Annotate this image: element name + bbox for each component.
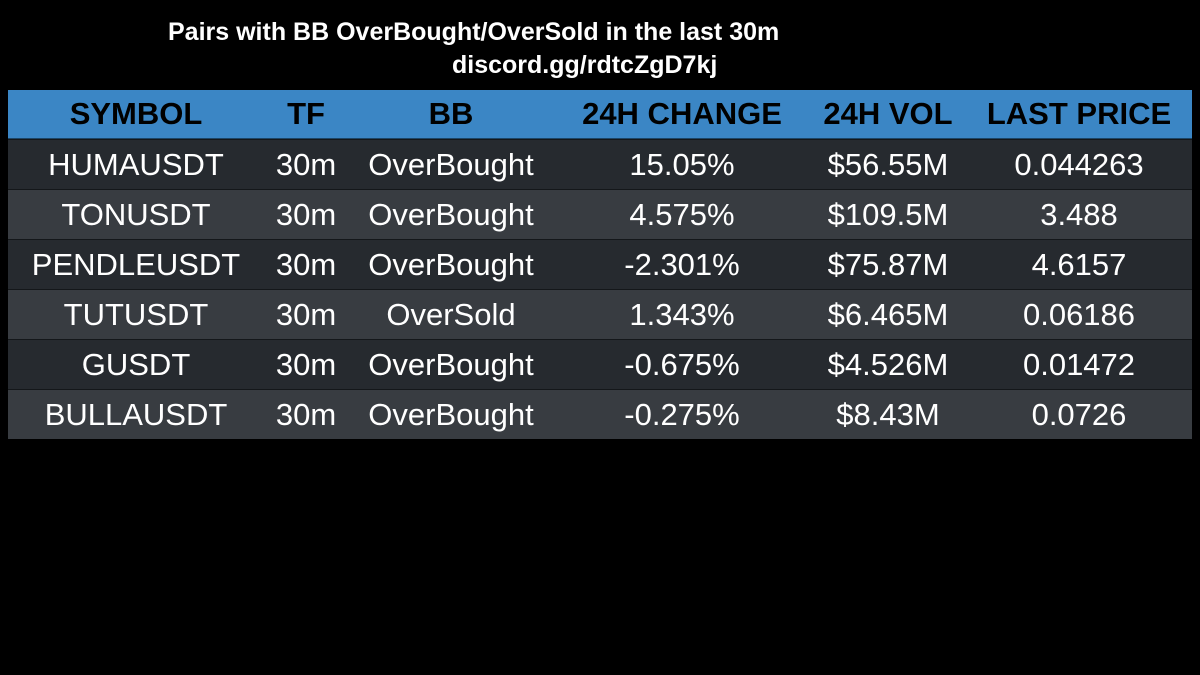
cell-last-price: 4.6157: [966, 239, 1192, 289]
cell-tf: 30m: [264, 139, 348, 189]
cell-bb: OverBought: [348, 189, 554, 239]
header-row: SYMBOL TF BB 24H CHANGE 24H VOL LAST PRI…: [8, 90, 1192, 139]
pairs-table: SYMBOL TF BB 24H CHANGE 24H VOL LAST PRI…: [8, 90, 1192, 439]
table-row: HUMAUSDT 30m OverBought 15.05% $56.55M 0…: [8, 139, 1192, 189]
cell-last-price: 0.044263: [966, 139, 1192, 189]
cell-symbol: BULLAUSDT: [8, 389, 264, 439]
cell-last-price: 0.0726: [966, 389, 1192, 439]
cell-bb: OverBought: [348, 139, 554, 189]
cell-symbol: PENDLEUSDT: [8, 239, 264, 289]
cell-24h-vol: $6.465M: [810, 289, 966, 339]
cell-bb: OverBought: [348, 389, 554, 439]
column-header-last-price: LAST PRICE: [966, 90, 1192, 139]
cell-24h-change: -0.675%: [554, 339, 810, 389]
cell-24h-vol: $75.87M: [810, 239, 966, 289]
cell-bb: OverBought: [348, 239, 554, 289]
table-row: TUTUSDT 30m OverSold 1.343% $6.465M 0.06…: [8, 289, 1192, 339]
cell-24h-change: -2.301%: [554, 239, 810, 289]
cell-tf: 30m: [264, 339, 348, 389]
cell-symbol: TONUSDT: [8, 189, 264, 239]
cell-last-price: 0.06186: [966, 289, 1192, 339]
table-row: PENDLEUSDT 30m OverBought -2.301% $75.87…: [8, 239, 1192, 289]
cell-last-price: 0.01472: [966, 339, 1192, 389]
page-title: Pairs with BB OverBought/OverSold in the…: [168, 18, 780, 46]
cell-24h-vol: $109.5M: [810, 189, 966, 239]
column-header-bb: BB: [348, 90, 554, 139]
cell-24h-change: 1.343%: [554, 289, 810, 339]
table-row: GUSDT 30m OverBought -0.675% $4.526M 0.0…: [8, 339, 1192, 389]
cell-24h-change: -0.275%: [554, 389, 810, 439]
cell-symbol: TUTUSDT: [8, 289, 264, 339]
column-header-symbol: SYMBOL: [8, 90, 264, 139]
column-header-24h-change: 24H CHANGE: [554, 90, 810, 139]
cell-symbol: GUSDT: [8, 339, 264, 389]
table-header: SYMBOL TF BB 24H CHANGE 24H VOL LAST PRI…: [8, 90, 1192, 139]
cell-24h-vol: $8.43M: [810, 389, 966, 439]
cell-tf: 30m: [264, 289, 348, 339]
cell-tf: 30m: [264, 239, 348, 289]
column-header-24h-vol: 24H VOL: [810, 90, 966, 139]
cell-24h-vol: $4.526M: [810, 339, 966, 389]
cell-last-price: 3.488: [966, 189, 1192, 239]
discord-link[interactable]: discord.gg/rdtcZgD7kj: [452, 51, 718, 79]
cell-symbol: HUMAUSDT: [8, 139, 264, 189]
cell-tf: 30m: [264, 389, 348, 439]
column-header-tf: TF: [264, 90, 348, 139]
cell-24h-vol: $56.55M: [810, 139, 966, 189]
title-block: Pairs with BB OverBought/OverSold in the…: [0, 0, 1200, 90]
cell-bb: OverSold: [348, 289, 554, 339]
cell-tf: 30m: [264, 189, 348, 239]
table-row: TONUSDT 30m OverBought 4.575% $109.5M 3.…: [8, 189, 1192, 239]
cell-24h-change: 15.05%: [554, 139, 810, 189]
table-row: BULLAUSDT 30m OverBought -0.275% $8.43M …: [8, 389, 1192, 439]
cell-bb: OverBought: [348, 339, 554, 389]
table-body: HUMAUSDT 30m OverBought 15.05% $56.55M 0…: [8, 139, 1192, 439]
cell-24h-change: 4.575%: [554, 189, 810, 239]
